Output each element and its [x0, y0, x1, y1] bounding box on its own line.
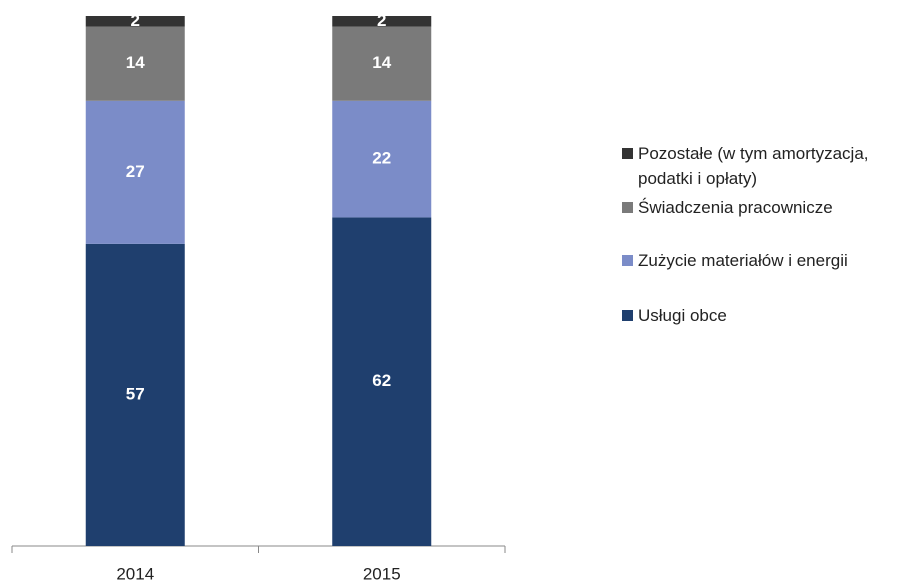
data-label: 2: [131, 11, 140, 30]
data-label: 2: [377, 11, 386, 30]
legend-label: Usługi obce: [638, 306, 727, 325]
data-label: 22: [372, 149, 391, 168]
legend-swatch: [622, 202, 633, 213]
bar-segment: [85, 16, 185, 27]
bar-segment: [332, 100, 432, 218]
bar-segment: [332, 26, 432, 101]
bar-segment: [85, 26, 185, 101]
legend-swatch: [622, 310, 633, 321]
legend-swatch: [622, 148, 633, 159]
legend-item: Pozostałe (w tym amortyzacja, podatki i …: [622, 141, 902, 191]
bar-segment: [85, 100, 185, 244]
bar-segment: [332, 16, 432, 27]
legend-item: Świadczenia pracownicze: [622, 195, 902, 220]
bar-segment: [332, 217, 432, 546]
legend-item: Zużycie materiałów i energii: [622, 248, 902, 273]
data-label: 57: [126, 384, 145, 403]
legend-item: Usługi obce: [622, 303, 902, 328]
legend-label: Świadczenia pracownicze: [638, 198, 833, 217]
data-label: 14: [372, 53, 391, 72]
data-label: 27: [126, 162, 145, 181]
bar-segment: [85, 243, 185, 546]
legend-swatch: [622, 255, 633, 266]
x-tick-label: 2014: [116, 564, 154, 583]
x-tick-label: 2015: [363, 564, 401, 583]
legend-label: Pozostałe (w tym amortyzacja, podatki i …: [638, 144, 869, 188]
data-label: 14: [126, 53, 145, 72]
legend-label: Zużycie materiałów i energii: [638, 251, 848, 270]
data-label: 62: [372, 371, 391, 390]
